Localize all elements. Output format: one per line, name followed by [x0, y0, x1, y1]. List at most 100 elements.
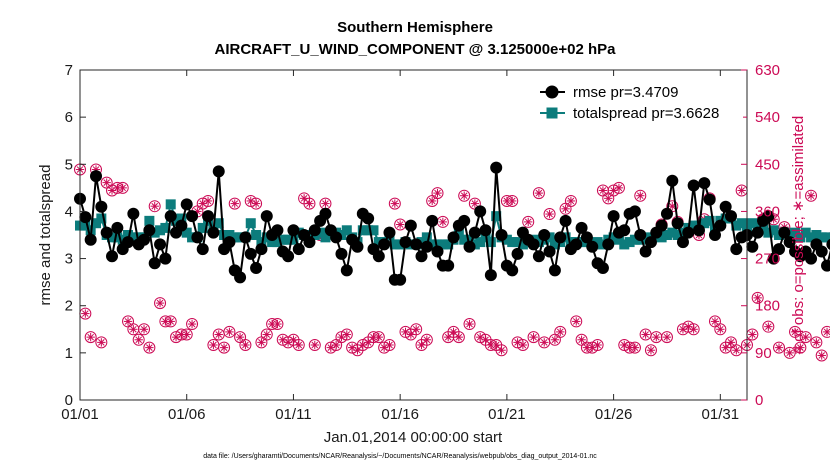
- rmse-point: [666, 174, 679, 187]
- obs-point: [815, 349, 828, 362]
- obs-point: [458, 189, 471, 202]
- y2-axis-label: # of obs: o=possible; ∗=assimilated: [790, 116, 807, 355]
- rmse-point: [580, 231, 593, 244]
- rmse-point: [676, 236, 689, 249]
- y2-tick-label: 0: [755, 392, 763, 409]
- totalspread-point: [320, 232, 331, 243]
- rmse-point: [506, 264, 519, 277]
- x-axis: 01/01 01/06 01/11 01/16 01/21 01/26 01/31: [61, 70, 739, 423]
- totalspread-point: [507, 237, 518, 248]
- rmse-series: [74, 161, 830, 286]
- totalspread-point: [592, 237, 603, 248]
- obs-point: [271, 318, 284, 331]
- obs-point: [420, 333, 433, 346]
- rmse-point: [340, 264, 353, 277]
- y2-tick-label: 180: [755, 298, 780, 315]
- rmse-point: [143, 224, 156, 237]
- obs-point: [207, 339, 220, 351]
- totalspread-point: [272, 237, 283, 248]
- legend-totalspread-marker: [546, 107, 558, 119]
- rmse-point: [271, 224, 284, 237]
- rmse-point: [548, 264, 561, 277]
- totalspread-point: [213, 218, 224, 229]
- y-tick-label: 3: [65, 251, 73, 268]
- totalspread-point: [437, 239, 448, 250]
- obs-point: [132, 333, 145, 346]
- obs-point: [628, 341, 641, 354]
- rmse-point: [815, 245, 828, 258]
- y-tick-label: 4: [65, 203, 73, 220]
- obs-point: [116, 181, 129, 194]
- obs-point: [575, 333, 588, 346]
- obs-point: [84, 331, 97, 344]
- obs-point: [612, 181, 625, 194]
- rmse-point: [308, 224, 321, 237]
- obs-point: [292, 339, 305, 351]
- totalspread-point: [128, 232, 139, 243]
- obs-point: [602, 192, 615, 205]
- rmse-point: [490, 161, 503, 174]
- rmse-point: [778, 226, 791, 239]
- totalspread-point: [171, 215, 182, 226]
- totalspread-point: [811, 230, 822, 240]
- y-tick-label: 0: [65, 392, 73, 409]
- x-tick-label: 01/21: [488, 406, 526, 423]
- rmse-point: [420, 240, 433, 253]
- obs-point: [773, 341, 786, 354]
- obs-point: [660, 331, 673, 344]
- obs-point: [495, 344, 508, 357]
- rmse-point: [703, 193, 716, 206]
- legend-rmse-marker: [545, 85, 559, 99]
- obs-point: [714, 323, 727, 336]
- obs-point: [463, 318, 476, 331]
- plot-frame: [79, 69, 748, 401]
- totalspread-point: [672, 230, 683, 240]
- rmse-point: [474, 205, 487, 218]
- rmse-point: [127, 207, 140, 220]
- legend: rmse pr=3.4709 totalspread pr=3.6628: [535, 80, 743, 124]
- totalspread-point: [197, 222, 208, 233]
- rmse-point: [164, 210, 177, 223]
- rmse-point: [319, 207, 332, 220]
- legend-box: [535, 80, 743, 124]
- obs-point: [340, 328, 353, 341]
- x-tick-label: 01/31: [702, 406, 740, 423]
- obs-point: [394, 218, 407, 231]
- rmse-point: [527, 238, 540, 251]
- y-tick-label: 2: [65, 298, 73, 315]
- rmse-point: [90, 170, 103, 183]
- rmse-point: [303, 236, 316, 249]
- rmse-point: [330, 231, 343, 244]
- rmse-point: [138, 233, 151, 246]
- obs-point: [591, 339, 604, 351]
- rmse-point: [805, 252, 818, 265]
- rmse-point: [202, 210, 215, 223]
- y2-tick-label: 450: [755, 156, 780, 173]
- rmse-point: [724, 210, 737, 223]
- rmse-point: [212, 165, 225, 178]
- obs-point: [218, 341, 231, 354]
- obs-point: [79, 307, 92, 320]
- obs-point: [639, 328, 652, 341]
- rmse-point: [223, 236, 236, 249]
- rmse-point: [682, 226, 695, 239]
- obs-point: [154, 297, 167, 310]
- obs-point: [319, 197, 332, 210]
- x-axis-label: Jan.01,2014 00:00:00 start: [324, 429, 503, 446]
- rmse-point: [826, 238, 830, 250]
- rmse-point: [180, 198, 193, 211]
- obs-point: [810, 336, 823, 349]
- obs-point: [255, 336, 268, 349]
- rmse-point: [773, 243, 786, 256]
- totalspread-point: [629, 234, 640, 245]
- rmse-point: [111, 221, 124, 234]
- x-tick-label: 01/01: [61, 406, 99, 423]
- rmse-point: [148, 257, 161, 270]
- totalspread-point: [112, 232, 123, 243]
- totalspread-point: [501, 234, 512, 245]
- rmse-point: [122, 236, 135, 249]
- totalspread-point: [795, 232, 806, 243]
- rmse-point: [719, 200, 732, 213]
- totalspread-point: [485, 237, 496, 248]
- obs-point: [559, 202, 572, 215]
